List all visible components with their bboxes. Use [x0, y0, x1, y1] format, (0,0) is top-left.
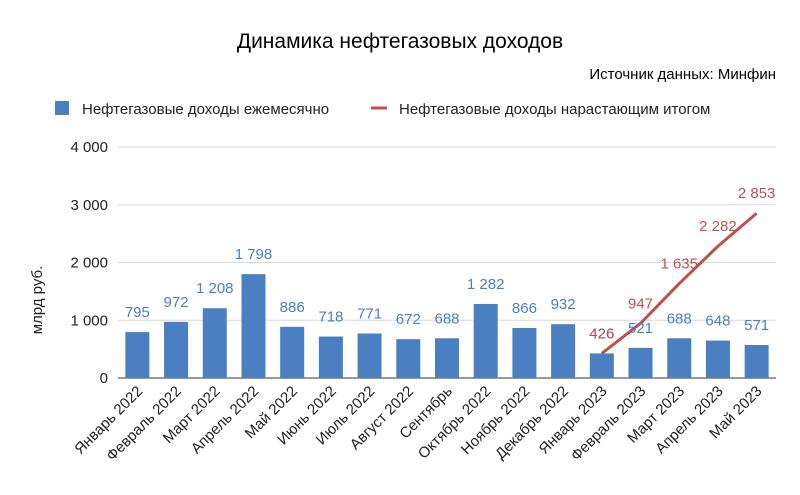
- bar-value-label: 1 208: [196, 280, 234, 297]
- line-value-label: 947: [628, 295, 653, 312]
- y-tick-label: 3 000: [70, 197, 108, 214]
- cumulative-line: [600, 212, 758, 355]
- bar-value-label: 886: [280, 299, 305, 316]
- bars: [125, 274, 769, 378]
- legend-swatch-bars: [55, 101, 69, 115]
- bar: [435, 338, 459, 378]
- bar-value-label: 718: [318, 309, 343, 326]
- legend-label-bars: Нефтегазовые доходы ежемесячно: [82, 101, 329, 118]
- y-tick-label: 0: [100, 370, 108, 387]
- bar-value-label: 795: [125, 304, 150, 321]
- line-value-label: 2 853: [738, 185, 776, 202]
- bar-value-label: 521: [628, 320, 653, 337]
- bar-value-label: 866: [512, 300, 537, 317]
- legend-label-line: Нефтегазовые доходы нарастающим итогом: [399, 101, 710, 118]
- bar: [280, 326, 305, 378]
- bar-value-label: 426: [589, 325, 614, 342]
- bar: [551, 324, 576, 378]
- bar-value-label: 1 798: [235, 246, 273, 263]
- cumulative-line-path: [600, 212, 758, 355]
- bar: [125, 332, 150, 378]
- bar-value-label: 932: [551, 296, 576, 313]
- y-tick-label: 2 000: [70, 255, 108, 272]
- bar-value-label: 648: [705, 313, 730, 330]
- bar-value-label: 688: [667, 310, 692, 327]
- bar: [318, 336, 343, 378]
- bar: [512, 327, 537, 378]
- line-value-label: 2 282: [699, 218, 737, 235]
- bar: [241, 274, 266, 378]
- y-tick-label: 4 000: [70, 139, 108, 156]
- line-value-label: 426: [589, 325, 614, 342]
- bar: [705, 340, 730, 378]
- bar: [396, 339, 421, 378]
- line-value-label: 1 635: [660, 256, 698, 273]
- legend: Нефтегазовые доходы ежемесячно Нефтегазо…: [55, 101, 710, 118]
- bar: [744, 345, 769, 378]
- bar-value-label: 1 282: [467, 276, 505, 293]
- bar-value-label: 771: [357, 305, 382, 322]
- bar-value-label: 972: [164, 294, 189, 311]
- y-tick-label: 1 000: [70, 312, 108, 329]
- bar: [473, 303, 498, 378]
- bar: [357, 333, 382, 378]
- bar: [589, 353, 614, 378]
- bar: [628, 347, 653, 378]
- bar-value-label: 672: [396, 311, 421, 328]
- bar-value-label: 571: [744, 317, 769, 334]
- bar: [164, 321, 189, 378]
- chart-title: Динамика нефтегазовых доходов: [237, 30, 563, 53]
- bar: [202, 308, 227, 378]
- y-tick-labels: 0 1 000 2 000 3 000 4 000: [70, 139, 108, 387]
- bar: [667, 338, 692, 378]
- bar-value-label: 688: [434, 310, 459, 327]
- gridlines: [118, 146, 776, 379]
- chart-source: Источник данных: Минфин: [589, 66, 776, 83]
- y-axis-label: млрд руб.: [29, 266, 46, 335]
